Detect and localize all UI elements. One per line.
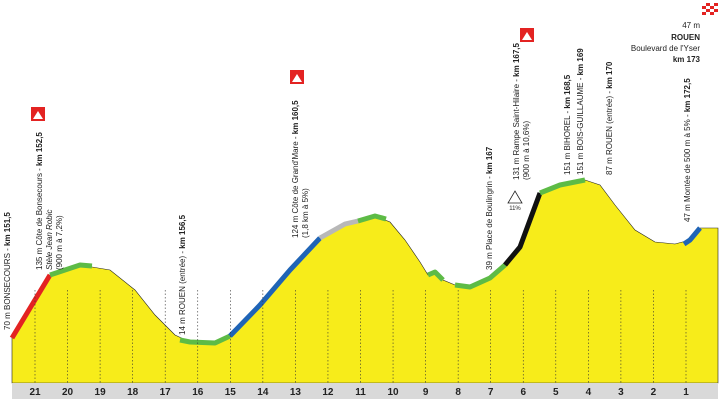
- finish-altitude: 47 m: [682, 21, 700, 30]
- segment-blue: [682, 226, 702, 247]
- finish-place: Boulevard de l'Yser: [631, 44, 700, 53]
- annotation-label: 131 m Rampe Saint-Hilaire -: [512, 77, 521, 180]
- annotation-km: km 151,5: [3, 212, 12, 246]
- km-label: 2: [651, 387, 657, 398]
- annotation-label: 151 m BOIS-GUILLAUME -: [576, 75, 585, 175]
- km-label: 5: [553, 387, 559, 398]
- km-band: [12, 383, 718, 399]
- annotation: 135 m Côte de Bonsecours - km 152,5: [35, 132, 44, 270]
- km-label: 4: [586, 387, 592, 398]
- segment-grey: [318, 218, 359, 241]
- segment-green: [454, 263, 507, 290]
- annotation-km: km 167: [485, 146, 494, 174]
- km-label: 12: [322, 387, 334, 398]
- annotation-km: km 167,5: [512, 42, 521, 76]
- km-label: 17: [160, 387, 172, 398]
- annotation-label: 124 m Côte de Grand'Mare -: [291, 134, 300, 238]
- segment-green: [427, 269, 445, 282]
- annotation-label: 14 m ROUEN (entrée) -: [178, 249, 187, 335]
- km-label: 10: [387, 387, 399, 398]
- annotation: 151 m BIHOREL - km 168,5: [563, 74, 572, 175]
- km-label: 16: [192, 387, 204, 398]
- climb-icon: [290, 70, 304, 84]
- km-label: 19: [95, 387, 107, 398]
- annotation-label: 135 m Côte de Bonsecours -: [35, 166, 44, 270]
- annotation-km: km 170: [605, 61, 614, 89]
- annotation-km: km 156,5: [178, 214, 187, 248]
- climb-icon: [520, 28, 534, 42]
- annotation: 39 m Place de Boulingrin - km 167: [485, 146, 494, 270]
- finish-flag: [702, 3, 718, 15]
- km-label: 11: [355, 387, 366, 398]
- segment-green: [179, 333, 232, 346]
- annotation-km: km 152,5: [35, 132, 44, 166]
- segment-blue: [228, 236, 322, 338]
- annotation: 131 m Rampe Saint-Hilaire - km 167,5: [512, 42, 521, 180]
- annotation-label: 151 m BIHOREL -: [563, 109, 572, 175]
- km-label: 18: [127, 387, 139, 398]
- km-label: 21: [29, 387, 41, 398]
- annotation-label: 39 m Place de Boulingrin -: [485, 174, 494, 270]
- segment-black: [503, 192, 543, 267]
- km-label: 7: [488, 387, 494, 398]
- segment-red: [9, 273, 53, 340]
- finish-km: km 173: [673, 55, 701, 64]
- annotation: 124 m Côte de Grand'Mare - km 160,5: [291, 100, 300, 238]
- segment-green: [357, 213, 387, 224]
- segment-green: [539, 177, 586, 196]
- km-label: 9: [423, 387, 429, 398]
- annotation: 14 m ROUEN (entrée) - km 156,5: [178, 214, 187, 335]
- profile-area: [11, 179, 719, 384]
- km-label: 6: [520, 387, 526, 398]
- km-label: 13: [290, 387, 302, 398]
- km-label: 1: [683, 387, 689, 398]
- annotation-note: Stèle Jean Robic: [45, 210, 54, 270]
- gradient-sign: [507, 190, 523, 204]
- km-label: 14: [257, 387, 269, 398]
- climb-segments: [9, 177, 702, 346]
- km-label: 8: [455, 387, 461, 398]
- annotation-detail: (1,8 km à 5%): [301, 188, 310, 238]
- annotation: 87 m ROUEN (entrée) - km 170: [605, 61, 614, 175]
- km-label: 3: [618, 387, 624, 398]
- annotations: 70 m BONSECOURS - km 151,5 135 m Côte de …: [3, 42, 692, 335]
- annotation: 47 m Montée de 500 m à 5% - km 172,5: [683, 78, 692, 222]
- km-markers: 21 20 19 18 17 16 15 14 13 12 11 10 9 8 7 6 5 4 3 2 1: [29, 290, 689, 398]
- annotation-detail: (900 m à 7,2%): [55, 215, 64, 270]
- annotation: 70 m BONSECOURS - km 151,5: [3, 212, 12, 330]
- km-label: 20: [62, 387, 74, 398]
- annotation-km: km 160,5: [291, 100, 300, 134]
- annotation-km: km 168,5: [563, 74, 572, 108]
- annotation-km: km 172,5: [683, 78, 692, 112]
- annotation-label: 87 m ROUEN (entrée) -: [605, 89, 614, 175]
- annotation-label: 47 m Montée de 500 m à 5% -: [683, 112, 692, 222]
- finish-town: ROUEN: [671, 33, 700, 42]
- annotation-km: km 169: [576, 48, 585, 76]
- gradient-label: 11%: [509, 206, 521, 212]
- segment-green: [49, 262, 93, 278]
- climb-icon: [31, 107, 45, 121]
- km-label: 15: [225, 387, 237, 398]
- climb-icons: [31, 3, 718, 204]
- annotation-detail: (900 m à 10,6%): [522, 121, 531, 180]
- annotation-label: 70 m BONSECOURS -: [3, 246, 12, 330]
- annotation: 151 m BOIS-GUILLAUME - km 169: [576, 48, 585, 175]
